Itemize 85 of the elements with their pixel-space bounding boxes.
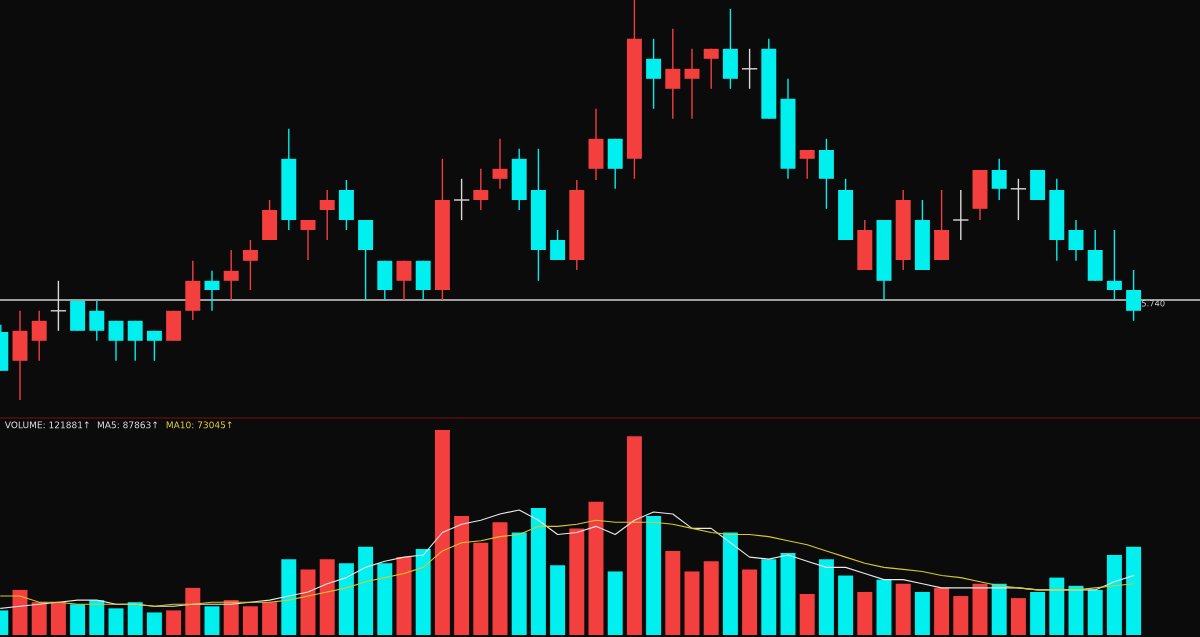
candlestick: [319, 189, 335, 241]
bar: [396, 557, 412, 635]
bar: [1030, 591, 1046, 635]
bar: [1087, 589, 1103, 635]
bar: [50, 602, 66, 635]
bar: [761, 559, 777, 635]
bar: [146, 612, 162, 635]
candlestick: [1106, 229, 1122, 301]
bar: [319, 559, 335, 635]
candlestick: [473, 168, 489, 211]
bar: [70, 604, 86, 635]
text: MA5: 87863↑: [97, 421, 158, 429]
bar: [377, 563, 393, 635]
bar: [914, 591, 930, 635]
candlestick: [492, 138, 508, 190]
bar: [991, 583, 1007, 635]
candlestick: [223, 249, 239, 302]
bar: [1106, 555, 1122, 635]
candlestick: [646, 38, 662, 110]
bar: [588, 501, 604, 635]
candlestick: [952, 189, 970, 241]
candlestick: [127, 320, 143, 362]
candlestick: [242, 239, 258, 291]
candlestick: [550, 229, 566, 261]
bar: [223, 600, 239, 635]
bar: [242, 606, 258, 635]
bar: [204, 606, 220, 635]
bar: [646, 516, 662, 635]
bar: [300, 569, 316, 635]
bar: [799, 594, 815, 635]
bar: [434, 430, 450, 635]
bar: [703, 561, 719, 635]
text: MA10: 73045↑: [166, 421, 232, 429]
bar: [1010, 598, 1026, 635]
bar: [89, 600, 105, 635]
bar: [684, 571, 700, 635]
bar: [31, 602, 47, 635]
bar: [818, 559, 834, 635]
candlestick: [1068, 219, 1084, 262]
annotation: 5.740: [1141, 300, 1165, 307]
bar: [550, 565, 566, 635]
candlestick: [108, 320, 124, 362]
bar: [895, 583, 911, 635]
candlestick: [1126, 269, 1142, 322]
bar: [722, 532, 738, 635]
bar: [127, 602, 143, 635]
bar: [876, 579, 892, 635]
candlestick: [396, 260, 412, 301]
candlestick: [300, 219, 316, 261]
bar: [262, 602, 278, 635]
bar: [953, 596, 969, 635]
bar: [473, 542, 489, 635]
candlestick: [146, 330, 162, 362]
candlestick: [703, 48, 719, 90]
candlestick: [204, 270, 220, 312]
candlestick: [31, 310, 47, 362]
bar: [838, 575, 854, 635]
text: VOLUME: 121881↑: [4, 421, 89, 429]
bar: [569, 528, 585, 635]
bar: [454, 516, 470, 635]
bar: [358, 546, 374, 635]
bar: [492, 522, 508, 635]
bar: [626, 436, 642, 635]
bar: [281, 559, 297, 635]
bar: [1126, 546, 1142, 635]
bar: [1049, 577, 1065, 635]
bar: [415, 548, 431, 635]
bar: [742, 569, 758, 635]
candlestick: [665, 28, 681, 120]
bar: [338, 563, 354, 635]
candlestick: [453, 178, 470, 221]
bar: [166, 610, 182, 635]
bar: [934, 587, 950, 635]
bar: [607, 571, 623, 635]
candlestick: [89, 300, 105, 342]
bar: [780, 553, 796, 635]
bar: [665, 550, 681, 635]
candlestick: [991, 158, 1007, 201]
candlestick: [684, 48, 700, 120]
candlestick: [799, 149, 815, 180]
bar: [857, 591, 873, 635]
bar: [530, 507, 546, 635]
bar: [185, 587, 201, 635]
bar: [108, 608, 124, 635]
bar: [511, 532, 527, 635]
